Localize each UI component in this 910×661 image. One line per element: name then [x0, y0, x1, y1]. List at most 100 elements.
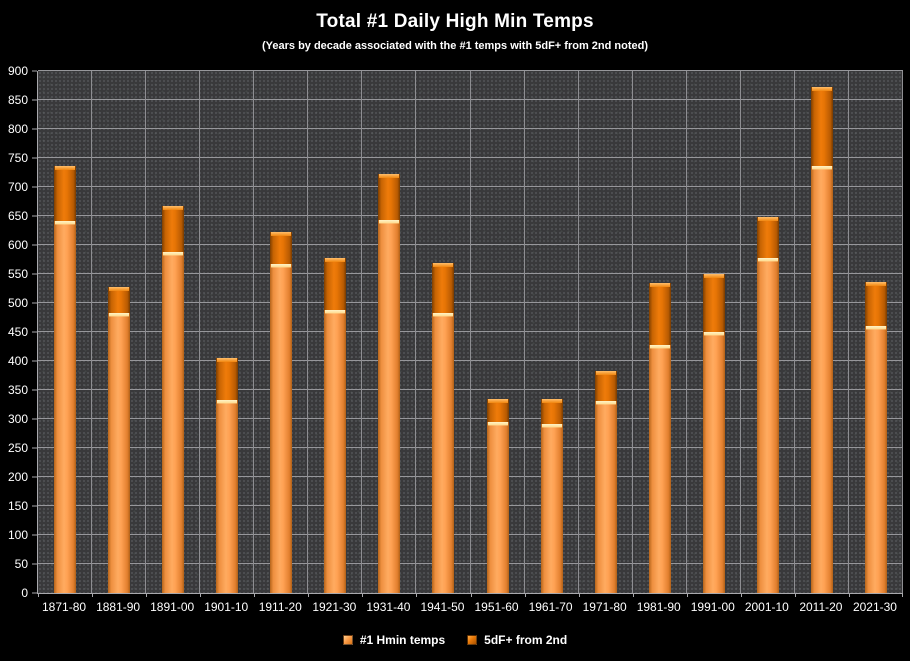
- x-axis-tick: [308, 593, 310, 597]
- h-gridline: [38, 70, 903, 71]
- bar-segment-5df-from-2nd: [540, 399, 563, 425]
- bar-segment-hmin-temps: [432, 313, 455, 593]
- v-gridline: [199, 71, 201, 593]
- stacked-bar: [594, 370, 617, 593]
- stacked-bar: [486, 399, 509, 593]
- category-slot: [579, 71, 633, 593]
- y-axis-label: 650: [7, 209, 28, 223]
- y-axis-label: 450: [7, 325, 28, 339]
- v-gridline: [847, 71, 849, 593]
- y-axis-label: 300: [7, 412, 28, 426]
- bar-segment-hmin-temps: [378, 220, 401, 593]
- y-axis-tick: [32, 505, 37, 507]
- h-gridline: [38, 505, 903, 506]
- category-slot: [38, 71, 92, 593]
- bar-segment-hmin-temps: [864, 325, 887, 593]
- stacked-bar: [270, 231, 293, 593]
- v-gridline: [91, 71, 93, 593]
- y-axis-tick: [32, 592, 37, 594]
- y-axis-tick: [32, 534, 37, 536]
- bar-segment-5df-from-2nd: [54, 165, 77, 222]
- stacked-bar: [648, 282, 671, 593]
- category-slot: [849, 71, 903, 593]
- y-axis-label: 900: [7, 64, 28, 78]
- h-gridline: [38, 127, 903, 129]
- h-gridline: [38, 417, 903, 419]
- y-axis-label: 100: [7, 528, 28, 542]
- x-axis-tick: [362, 593, 364, 597]
- bar-segment-hmin-temps: [216, 399, 239, 593]
- stacked-bar: [162, 205, 185, 593]
- y-axis-label: 150: [7, 499, 28, 513]
- x-axis-label: 1951-60: [474, 600, 519, 614]
- h-gridline: [38, 215, 903, 216]
- x-axis-label: 1901-10: [204, 600, 249, 614]
- stacked-bar: [702, 274, 725, 593]
- bar-segment-hmin-temps: [486, 421, 509, 593]
- bar-segment-hmin-temps: [756, 258, 779, 593]
- y-axis-tick: [32, 128, 37, 130]
- bar-segment-hmin-temps: [324, 309, 347, 593]
- bar-segment-hmin-temps: [108, 312, 131, 593]
- h-gridline: [38, 331, 903, 332]
- legend-label-hmin: #1 Hmin temps: [359, 633, 446, 647]
- stacked-bar: [540, 399, 563, 593]
- bar-segment-5df-from-2nd: [756, 217, 779, 259]
- category-slot: [525, 71, 579, 593]
- y-axis: 0 50 100 150 200 250 300 350 400 450 500 550 600 650 7…: [0, 65, 37, 599]
- bar-segment-5df-from-2nd: [108, 287, 131, 313]
- h-gridline: [38, 533, 903, 535]
- x-axis-tick: [632, 593, 634, 597]
- bar-segment-5df-from-2nd: [864, 281, 887, 326]
- bar-segment-hmin-temps: [270, 264, 293, 593]
- x-axis-label: 1971-80: [582, 600, 627, 614]
- y-axis-label: 400: [7, 354, 28, 368]
- h-gridline: [38, 447, 903, 448]
- h-gridline: [38, 563, 903, 564]
- plot-area: [37, 70, 903, 597]
- h-gridline: [38, 98, 903, 100]
- legend-label-5df: 5dF+ from 2nd: [484, 633, 568, 647]
- chart-subtitle: (Years by decade associated with the #1 …: [261, 40, 648, 52]
- v-gridline: [793, 71, 795, 593]
- x-axis-label: 1871-80: [42, 600, 87, 614]
- v-gridline: [253, 71, 255, 593]
- stacked-bar: [108, 287, 131, 593]
- legend-swatch-hmin-icon: [342, 635, 353, 645]
- bar-segment-5df-from-2nd: [270, 231, 293, 265]
- y-axis-label: 0: [21, 586, 28, 600]
- stacked-bar: [216, 357, 239, 593]
- h-gridline: [38, 389, 903, 390]
- v-gridline: [307, 71, 309, 593]
- category-slot: [741, 71, 795, 593]
- x-axis-label: 2001-10: [744, 600, 789, 614]
- y-axis-tick: [32, 476, 37, 478]
- x-axis-label: 1991-00: [690, 600, 735, 614]
- v-gridline: [577, 71, 579, 593]
- y-axis-tick: [32, 273, 37, 275]
- x-axis-tick: [578, 593, 580, 597]
- legend-item-hmin: #1 Hmin temps: [342, 633, 446, 647]
- bar-segment-5df-from-2nd: [810, 86, 833, 166]
- category-slot: [254, 71, 308, 593]
- category-slot: [92, 71, 146, 593]
- category-slot: [471, 71, 525, 593]
- x-axis-label: 1961-70: [528, 600, 573, 614]
- y-axis-tick: [32, 563, 37, 565]
- stacked-bar: [54, 165, 77, 593]
- v-gridline: [145, 71, 147, 593]
- bar-segment-hmin-temps: [648, 344, 671, 593]
- y-axis-tick: [32, 418, 37, 420]
- bar-segment-5df-from-2nd: [216, 357, 239, 400]
- y-axis-label: 750: [7, 151, 28, 165]
- x-axis-tick: [470, 593, 472, 597]
- category-slot: [308, 71, 362, 593]
- y-axis-label: 600: [7, 238, 28, 252]
- v-gridline: [469, 71, 471, 593]
- x-axis-label: 1891-00: [150, 600, 195, 614]
- x-axis-tick: [848, 593, 850, 597]
- category-slot: [362, 71, 416, 593]
- h-gridline: [38, 273, 903, 274]
- h-gridline: [38, 156, 903, 158]
- bar-segment-5df-from-2nd: [162, 205, 185, 252]
